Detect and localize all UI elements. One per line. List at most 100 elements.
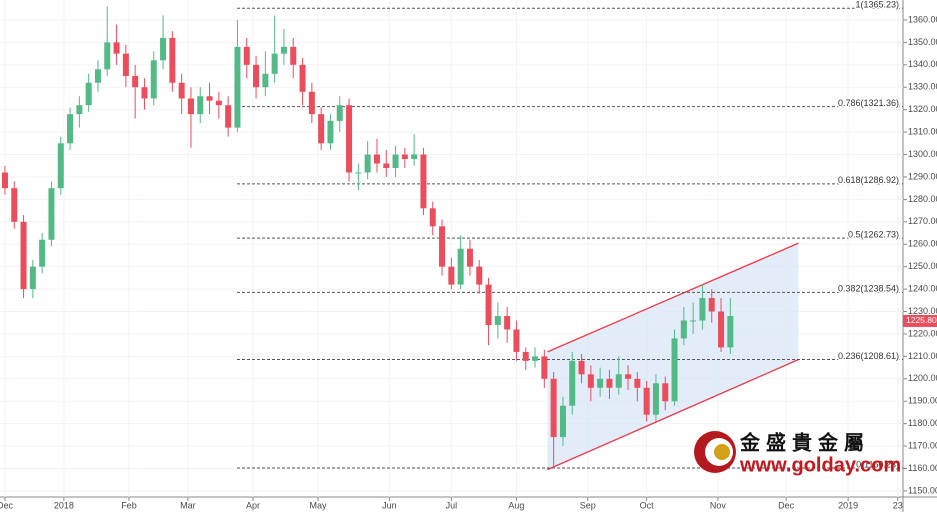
candle-body <box>522 351 529 361</box>
candle-body <box>57 143 64 189</box>
x-tick-label: Dec <box>778 500 795 510</box>
y-tick-label: 1340.00 <box>908 59 937 69</box>
y-tick-label: 1320.00 <box>908 104 937 114</box>
fib-label: 1(1365.23) <box>855 0 899 10</box>
candle-body <box>132 76 139 88</box>
candle-body <box>122 53 129 77</box>
y-tick-label: 1310.00 <box>908 126 937 136</box>
candle-body <box>606 378 613 388</box>
candle-body <box>439 226 446 267</box>
candle-body <box>262 73 269 88</box>
candle-body <box>569 360 576 406</box>
candle-body <box>299 64 306 92</box>
y-tick-label: 1260.00 <box>908 239 937 249</box>
candle-body <box>169 37 176 83</box>
candle-body <box>466 248 473 267</box>
y-tick-label: 1200.00 <box>908 373 937 383</box>
last-price-label: 1225.80 <box>906 315 937 325</box>
x-tick-label: Jul <box>446 500 458 510</box>
x-tick-label: 2018 <box>54 500 74 510</box>
watermark: 金盛貴金屬 www.golday.com <box>694 430 901 476</box>
candle-body <box>280 46 287 54</box>
candle-body <box>448 266 455 285</box>
channel-line <box>547 242 799 353</box>
x-tick-label: Oct <box>640 500 655 510</box>
candle-body <box>113 42 120 54</box>
candle-body <box>708 298 715 312</box>
candle-body <box>150 60 157 99</box>
candle-body <box>625 374 632 379</box>
x-tick-label: May <box>310 500 328 510</box>
candle-body <box>318 114 325 144</box>
candle-body <box>197 96 204 115</box>
fib-label: 0.236(1208.61) <box>838 351 899 361</box>
y-tick-label: 1360.00 <box>908 14 937 24</box>
x-tick-label: Jun <box>382 500 397 510</box>
x-tick-label: Aug <box>508 500 524 510</box>
x-tick-label: Feb <box>121 500 137 510</box>
candle-body <box>364 154 371 173</box>
candle-body <box>1 172 8 189</box>
y-tick-label: 1180.00 <box>908 418 937 428</box>
fib-label: 0.618(1286.92) <box>838 175 899 185</box>
y-tick-label: 1350.00 <box>908 37 937 47</box>
candle-body <box>643 387 650 415</box>
y-tick-label: 1330.00 <box>908 82 937 92</box>
fib-label: 0.786(1321.36) <box>838 98 899 108</box>
x-tick-label: Sep <box>580 500 596 510</box>
candle-body <box>383 163 390 168</box>
y-tick-label: 1290.00 <box>908 171 937 181</box>
candle-body <box>29 266 36 290</box>
candle-body <box>476 266 483 285</box>
candle-body <box>392 154 399 168</box>
watermark-url: www.golday.com <box>739 454 901 476</box>
candle-body <box>699 298 706 321</box>
candle-body <box>411 154 418 160</box>
candle-body <box>234 46 241 128</box>
candle-body <box>504 316 511 330</box>
last-price-tag <box>903 314 937 327</box>
candle-body <box>671 338 678 402</box>
candle-body <box>271 53 278 74</box>
candle-body <box>550 378 557 438</box>
candle-body <box>178 82 185 99</box>
y-tick-label: 1270.00 <box>908 216 937 226</box>
candle-body <box>373 154 380 164</box>
candle-body <box>308 91 315 115</box>
y-tick-label: 1240.00 <box>908 283 937 293</box>
candle-body <box>578 360 585 375</box>
candle-body <box>39 239 46 267</box>
candle-body <box>11 188 18 222</box>
candle-body <box>187 98 194 115</box>
candle-body <box>662 383 669 402</box>
candle-body <box>652 383 659 415</box>
candle-body <box>615 374 622 388</box>
y-tick-label: 1160.00 <box>908 463 937 473</box>
candle-body <box>680 320 687 339</box>
logo <box>714 444 730 460</box>
y-tick-label: 1150.00 <box>908 485 937 495</box>
candle-body <box>243 46 250 65</box>
y-tick-label: 1190.00 <box>908 396 937 406</box>
candle-body <box>346 105 353 173</box>
candle-body <box>727 316 734 348</box>
y-tick-label: 1210.00 <box>908 351 937 361</box>
candle-body <box>587 374 594 388</box>
y-tick-label: 1250.00 <box>908 261 937 271</box>
watermark-name: 金盛貴金屬 <box>739 430 870 454</box>
candle-body <box>206 96 213 101</box>
candle-body <box>225 105 232 128</box>
candle-body <box>559 405 566 438</box>
candle-body <box>690 320 697 322</box>
candle-body <box>94 69 101 83</box>
candle-body <box>48 188 55 240</box>
y-tick-label: 1300.00 <box>908 149 937 159</box>
candle-body <box>160 37 167 61</box>
candle-body <box>457 248 464 285</box>
y-tick-label: 1170.00 <box>908 440 937 450</box>
candle-body <box>85 82 92 106</box>
candle-body <box>20 221 27 290</box>
candle-body <box>485 284 492 325</box>
fib-label: 0.5(1262.73) <box>848 229 899 239</box>
